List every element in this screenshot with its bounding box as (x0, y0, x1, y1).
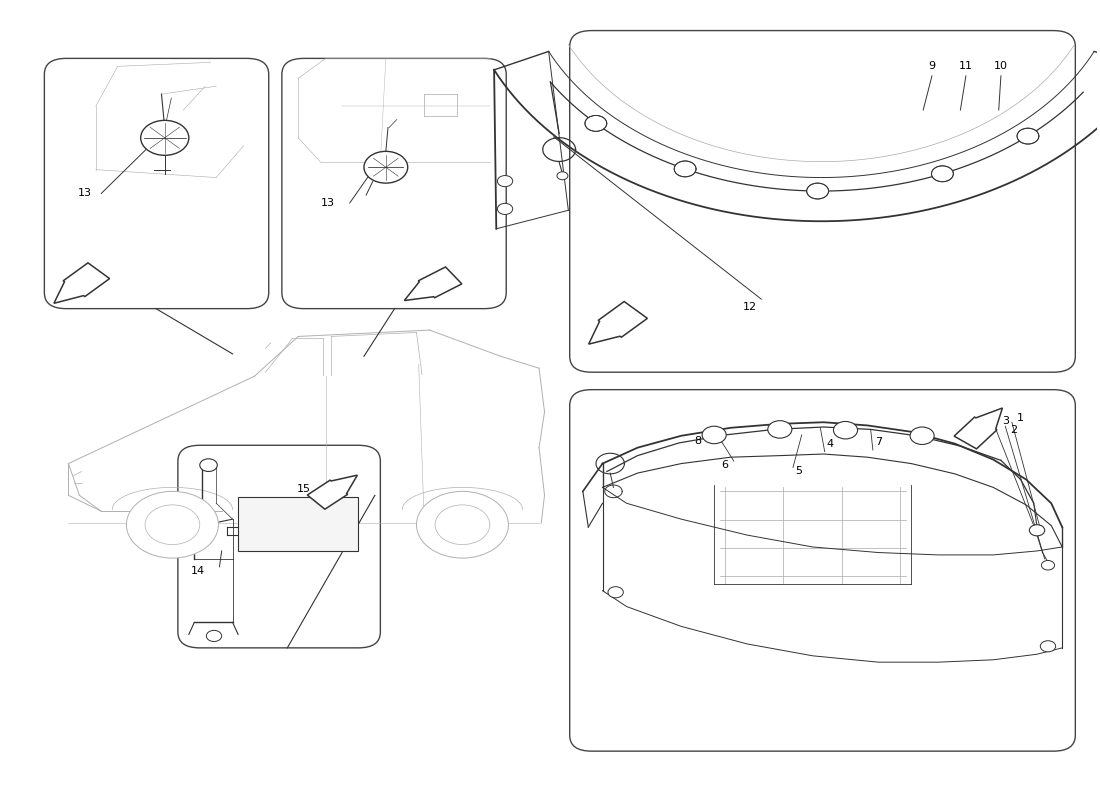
Text: 6: 6 (722, 460, 728, 470)
Circle shape (497, 203, 513, 214)
Polygon shape (954, 408, 1002, 449)
Circle shape (207, 630, 222, 642)
Circle shape (1042, 561, 1055, 570)
Text: 4: 4 (826, 438, 834, 449)
Text: 8: 8 (694, 436, 702, 446)
Text: 1: 1 (1018, 414, 1024, 423)
Circle shape (200, 458, 218, 471)
Text: 5: 5 (795, 466, 802, 477)
Text: eurospares: eurospares (132, 189, 245, 206)
Text: 11: 11 (959, 62, 972, 71)
Circle shape (702, 426, 726, 444)
Circle shape (145, 505, 200, 545)
FancyBboxPatch shape (570, 30, 1076, 372)
FancyBboxPatch shape (178, 446, 381, 648)
Circle shape (436, 505, 490, 545)
Circle shape (834, 422, 858, 439)
Text: eurospares: eurospares (208, 454, 322, 473)
Text: eurospares: eurospares (734, 177, 848, 194)
Polygon shape (307, 475, 358, 510)
Text: 2: 2 (1011, 425, 1018, 435)
Text: 13: 13 (78, 189, 92, 198)
Circle shape (585, 115, 607, 131)
Polygon shape (588, 302, 648, 344)
Text: eurospares: eurospares (734, 566, 848, 584)
Circle shape (910, 427, 934, 445)
Circle shape (674, 161, 696, 177)
Text: 10: 10 (994, 62, 1008, 71)
Circle shape (608, 586, 624, 598)
Polygon shape (405, 267, 462, 301)
FancyBboxPatch shape (44, 58, 268, 309)
Text: 3: 3 (1002, 417, 1009, 426)
Circle shape (364, 151, 408, 183)
Text: 15: 15 (297, 484, 310, 494)
Circle shape (417, 491, 508, 558)
FancyBboxPatch shape (282, 58, 506, 309)
Text: 12: 12 (744, 302, 757, 312)
Text: 7: 7 (874, 437, 882, 447)
FancyBboxPatch shape (238, 497, 359, 551)
Circle shape (1030, 525, 1045, 536)
Circle shape (497, 175, 513, 186)
Circle shape (1018, 128, 1038, 144)
Text: 9: 9 (928, 62, 935, 71)
Circle shape (557, 172, 568, 180)
Text: 14: 14 (190, 566, 205, 576)
Circle shape (126, 491, 219, 558)
Circle shape (141, 120, 189, 155)
Circle shape (806, 183, 828, 199)
Circle shape (932, 166, 954, 182)
Text: 13: 13 (321, 198, 334, 208)
FancyBboxPatch shape (570, 390, 1076, 751)
Circle shape (1041, 641, 1056, 652)
Circle shape (768, 421, 792, 438)
Polygon shape (54, 263, 110, 303)
Text: eurospares: eurospares (351, 204, 464, 222)
